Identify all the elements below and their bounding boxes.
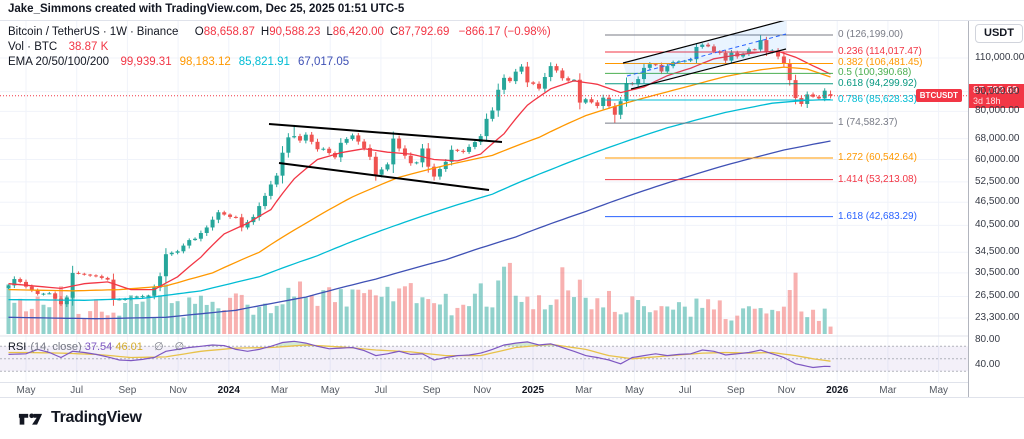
time-axis[interactable]: May Jul Sep Nov 2024 Mar May Jul Sep Nov 2025 Mar Ma…: [0, 382, 968, 399]
time-tick-label: May: [16, 385, 36, 396]
close-label: C: [389, 26, 399, 38]
ema-value: 99,939.31: [120, 56, 172, 68]
chart-area[interactable]: Bitcoin / TetherUS · 1W · Binance O88,658.87…: [0, 20, 1024, 399]
ema-values: 99,939.31 98,183.12 85,821.91 67,017.05: [120, 56, 357, 68]
time-tick-label: 2025: [521, 385, 545, 396]
exchange-label: Binance: [136, 26, 179, 38]
ema100-line: [8, 98, 831, 301]
symbol-legend-row: Bitcoin / TetherUS · 1W · Binance O88,658.87…: [8, 26, 551, 38]
rsi-empty-value-2: ∅: [174, 341, 185, 353]
high-value: 90,588.23: [269, 26, 321, 38]
currency-unit-button[interactable]: USDT: [975, 24, 1023, 43]
price-tick-label: 52,500.00: [975, 175, 1020, 187]
time-tick-label: 2026: [826, 385, 849, 396]
fib-level-label: 0.5 (100,390.68): [838, 67, 912, 79]
rsi-line: [8, 340, 831, 369]
ema-label: EMA 20/50/100/200: [8, 56, 110, 68]
fib-level-label: 1.618 (42,683.29): [838, 210, 917, 222]
rsi-ma-value: 46.01: [115, 341, 143, 353]
time-tick-label: May: [320, 385, 340, 396]
price-line-symbol-badge: BTCUSDT: [915, 88, 962, 102]
legend-separator: ·: [102, 26, 107, 38]
rsi-empty-value-1: ∅: [153, 341, 164, 353]
low-label: L: [326, 26, 333, 38]
time-tick-label: Jul: [374, 385, 388, 396]
volume-value: 38.87 K: [68, 41, 109, 53]
fib-level-label: 0.786 (85,628.33): [838, 93, 917, 105]
ema50-line: [8, 66, 831, 292]
time-tick-label: May: [624, 385, 644, 396]
ema20-line: [8, 50, 831, 291]
time-tick-label: Mar: [879, 385, 897, 396]
tradingview-logo-icon: [18, 412, 43, 425]
tradingview-logo-text: TradingView: [51, 409, 142, 426]
fib-level-label: 0.618 (94,299.92): [838, 77, 917, 89]
ema-value: 67,017.05: [297, 56, 350, 68]
fib-level-label: 0.382 (106,481.45): [838, 57, 923, 69]
open-label: O: [194, 26, 204, 38]
bar-countdown: 3d 18h: [973, 95, 1001, 106]
fib-level-label: 0.236 (114,017.47): [838, 45, 922, 57]
chart-canvas[interactable]: [0, 21, 968, 398]
price-tick-label: 110,000.00: [975, 52, 1024, 63]
close-value: 87,792.69: [398, 26, 450, 38]
last-price-value: 87,792.69: [973, 84, 1018, 96]
rsi-params: (14, close): [30, 341, 82, 353]
time-tick-label: Sep: [118, 385, 137, 396]
symbol-title[interactable]: Bitcoin / TetherUS: [8, 26, 100, 38]
rsi-label: RSI: [8, 341, 27, 353]
fib-level-label: 1 (74,582.37): [838, 117, 898, 129]
tradingview-logo[interactable]: TradingView: [17, 409, 142, 427]
fib-level-label: 1.272 (60,542.64): [838, 152, 917, 164]
time-tick-label: Sep: [422, 385, 441, 396]
footer: TradingView: [0, 397, 1024, 439]
rsi-value: 37.54: [84, 341, 113, 353]
price-tick-label: 40,500.00: [975, 219, 1020, 231]
time-tick-label: Nov: [473, 385, 492, 396]
ema-legend-row: EMA 20/50/100/200 99,939.31 98,183.12 85,8…: [8, 55, 551, 70]
rsi-tick-label: 40.00: [975, 359, 1001, 370]
ema200-line: [8, 140, 831, 320]
ascending-channel[interactable]: [622, 21, 787, 90]
price-tick-label: 23,300.00: [975, 312, 1020, 323]
high-label: H: [260, 26, 270, 38]
fib-retracement[interactable]: [605, 34, 833, 218]
time-tick-label: May: [929, 385, 949, 396]
descending-channel[interactable]: [268, 123, 503, 191]
volume-legend-row: Vol · BTC 38.87 K: [8, 40, 551, 55]
price-tick-label: 26,500.00: [975, 290, 1020, 302]
price-tick-label: 90,000.00: [975, 85, 1020, 97]
fib-level-label: 1.414 (53,213.08): [838, 173, 917, 185]
ema-value: 85,821.91: [238, 56, 290, 68]
last-price-badge: 87,792.69 3d 18h: [969, 83, 1024, 108]
open-value: 88,658.87: [203, 26, 255, 38]
price-tick-label: 80,000.00: [975, 105, 1020, 117]
price-tick-label: 60,000.00: [975, 153, 1020, 165]
price-scale[interactable]: USDT 87,792.69 3d 18h 110,000.00 90,000.0…: [968, 21, 1024, 398]
time-tick-label: Sep: [726, 385, 745, 396]
rsi-tick-label: 80.00: [975, 334, 1001, 345]
time-tick-label: Nov: [169, 385, 187, 396]
change-value: −866.17 (−0.98%): [458, 26, 551, 38]
ema-value: 98,183.12: [179, 56, 231, 68]
time-tick-label: Mar: [575, 385, 593, 396]
price-tick-label: 30,500.00: [975, 266, 1020, 278]
price-tick-label: 46,500.00: [975, 196, 1020, 208]
rsi-pane: [0, 340, 968, 372]
rsi-legend: RSI (14, close) 37.54 46.01 ∅ ∅: [8, 340, 184, 353]
interval-label[interactable]: 1W: [109, 26, 127, 38]
volume-label: Vol · BTC: [8, 41, 58, 53]
price-tick-label: 68,000.00: [975, 132, 1020, 144]
time-tick-label: Jul: [678, 385, 692, 396]
fib-level-label: 0 (126,199.00): [838, 28, 904, 40]
main-legend: Bitcoin / TetherUS · 1W · Binance O88,658.87…: [8, 25, 551, 70]
time-tick-label: Mar: [270, 385, 289, 396]
low-value: 86,420.00: [332, 26, 384, 38]
attribution-text: Jake_Simmons created with TradingView.co…: [8, 3, 405, 15]
time-tick-label: 2024: [217, 385, 240, 396]
time-tick-label: Jul: [70, 385, 84, 396]
rsi-ma-line: [8, 343, 831, 362]
time-tick-label: Nov: [777, 385, 796, 396]
price-tick-label: 34,500.00: [975, 246, 1020, 258]
